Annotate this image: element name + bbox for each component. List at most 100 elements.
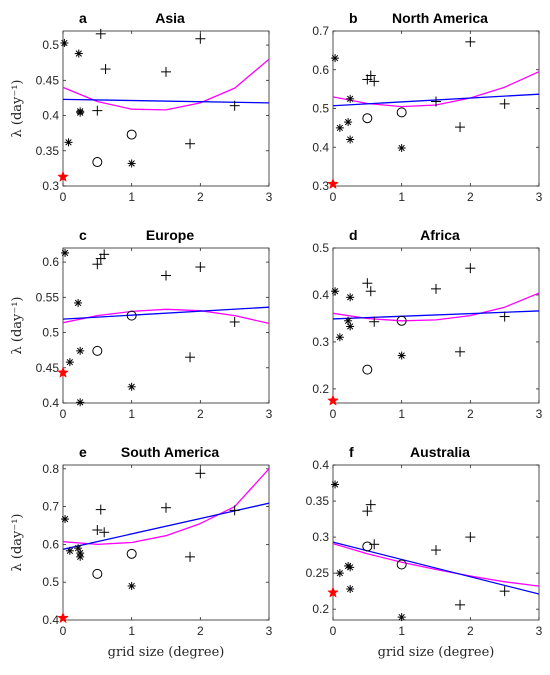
- x-tick-label: 2: [467, 624, 474, 638]
- linear-fit-line: [63, 306, 269, 320]
- asterisk-point: [331, 287, 340, 296]
- plus-point: [229, 316, 240, 327]
- panel-title: Africa: [420, 227, 460, 243]
- plus-point: [455, 599, 466, 610]
- asterisk-point: [331, 480, 340, 489]
- star-point: [57, 611, 69, 624]
- plus-point: [185, 352, 196, 363]
- y-tick-label: 0.35: [306, 494, 330, 508]
- y-tick-label: 0.3: [42, 179, 59, 193]
- asterisk-point: [335, 569, 344, 578]
- plus-point: [195, 33, 206, 44]
- asterisk-point: [64, 138, 73, 147]
- panel-letter: b: [349, 10, 358, 26]
- y-tick-label: 0.8: [42, 462, 59, 476]
- plus-point: [362, 278, 373, 289]
- panel-b: 0 1 2 3 0.3 0.4 0.5 0.6 0.7 b North America: [312, 10, 542, 204]
- plus-point: [185, 138, 196, 149]
- x-tick-label: 1: [128, 624, 135, 638]
- y-tick-label: 0.6: [42, 537, 59, 551]
- y-tick-label: 0.5: [312, 102, 329, 116]
- asterisk-point: [344, 118, 353, 127]
- panel-title: South America: [121, 444, 219, 460]
- panel-title: North America: [392, 10, 488, 26]
- asterisk-point: [346, 94, 355, 103]
- plus-point: [92, 525, 103, 536]
- plus-point: [465, 532, 476, 543]
- y-axis-label: λ (day⁻¹): [10, 513, 25, 571]
- quadratic-fit-line: [63, 58, 269, 111]
- asterisk-point: [397, 351, 406, 360]
- plus-point: [229, 100, 240, 111]
- x-tick-label: 3: [266, 624, 273, 638]
- plus-point: [100, 64, 111, 75]
- circle-point: [362, 113, 373, 124]
- x-tick-label: 0: [330, 407, 337, 421]
- asterisk-point: [346, 135, 355, 144]
- y-tick-label: 0.2: [312, 602, 329, 616]
- plus-point: [499, 311, 510, 322]
- star-point: [327, 586, 339, 598]
- plus-point: [92, 259, 103, 270]
- plus-point: [431, 96, 441, 107]
- plus-point: [499, 586, 510, 597]
- asterisk-point: [74, 298, 83, 307]
- panel-d: 0 1 2 3 0.2 0.3 0.4 0.5 d Africa: [312, 227, 542, 421]
- plus-point: [369, 539, 380, 550]
- y-axis-label: λ (day⁻¹): [10, 79, 25, 137]
- plus-point: [195, 262, 206, 273]
- plus-point: [185, 551, 196, 562]
- x-axis-label: grid size (degree): [378, 645, 495, 660]
- asterisk-point: [344, 316, 353, 325]
- y-tick-label: 0.4: [42, 109, 59, 123]
- plus-point: [465, 263, 476, 274]
- y-tick-label: 0.7: [312, 24, 329, 38]
- circle-point: [396, 315, 407, 326]
- plus-point: [369, 76, 380, 87]
- y-tick-label: 0.6: [42, 255, 59, 269]
- y-tick-label: 0.45: [36, 73, 60, 87]
- asterisk-point: [74, 49, 83, 58]
- plus-point: [229, 505, 240, 516]
- quadratic-fit-line: [63, 308, 269, 325]
- y-tick-label: 0.3: [312, 530, 329, 544]
- circle-point: [362, 541, 373, 552]
- circle-point: [396, 107, 407, 118]
- asterisk-point: [346, 322, 355, 331]
- asterisk-point: [331, 54, 340, 63]
- y-tick-label: 0.2: [312, 382, 329, 396]
- x-tick-label: 0: [330, 624, 337, 638]
- y-tick-label: 0.4: [312, 288, 329, 302]
- panel-c: 0 1 2 3 0.4 0.45 0.5 0.55 0.6 c Europe λ (day⁻¹): [10, 227, 273, 421]
- asterisk-point: [60, 38, 69, 47]
- quadratic-fit-line: [333, 542, 539, 587]
- panel-title: Europe: [146, 227, 194, 243]
- plus-point: [369, 316, 380, 327]
- y-tick-label: 0.4: [312, 140, 329, 154]
- asterisk-point: [127, 581, 136, 590]
- plus-point: [365, 286, 376, 297]
- panel-title: Asia: [155, 10, 185, 26]
- y-tick-label: 0.7: [42, 500, 59, 514]
- y-tick-label: 0.3: [312, 335, 329, 349]
- star-point: [327, 177, 339, 190]
- y-tick-label: 0.4: [42, 396, 59, 410]
- panel-e: 0 1 2 3 0.4 0.5 0.6 0.7 0.8 e South America λ (day⁻…: [10, 444, 273, 660]
- panel-letter: e: [79, 444, 87, 460]
- circle-point: [92, 345, 103, 356]
- asterisk-point: [127, 159, 136, 168]
- y-tick-label: 0.55: [36, 290, 60, 304]
- x-tick-label: 2: [197, 407, 204, 421]
- panel-letter: d: [349, 227, 358, 243]
- y-tick-label: 0.5: [312, 241, 329, 255]
- axes-frame: [332, 464, 540, 621]
- asterisk-point: [76, 552, 85, 561]
- circle-point: [126, 129, 137, 140]
- plus-point: [365, 499, 376, 510]
- plus-point: [365, 70, 376, 81]
- asterisk-point: [61, 515, 70, 524]
- plus-point: [95, 28, 106, 39]
- asterisk-point: [397, 144, 406, 153]
- panel-f: 0 1 2 3 0.2 0.25 0.3 0.35 0.4 f Australia grid size…: [306, 444, 543, 660]
